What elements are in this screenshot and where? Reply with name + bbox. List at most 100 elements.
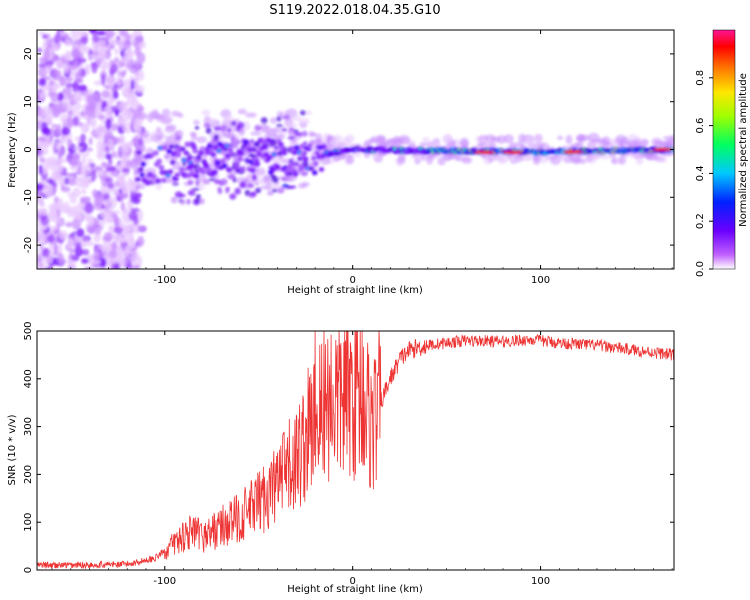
spectrogram-scatter-blob [255, 187, 262, 194]
spectrogram-noise-blob [110, 63, 118, 74]
spectrogram-halo-blob [575, 136, 584, 141]
spectrogram-noise-blob [38, 90, 44, 101]
spectrogram-halo-blob [370, 136, 382, 142]
spectrogram-noise-blob [68, 248, 77, 253]
spectrogram-noise-blob [72, 83, 80, 94]
spectrogram-halo-blob [142, 129, 150, 139]
spectrogram-noise-blob [60, 186, 71, 193]
colorbar-tick-label: 0.2 [695, 213, 706, 229]
spectrogram-ridge-outer [178, 166, 185, 173]
spectrogram-ridge-outer [208, 146, 215, 153]
spectrogram-scatter-blob [215, 180, 222, 184]
spectrogram-halo-blob [259, 124, 270, 133]
snr-y-tick-label: 200 [23, 465, 34, 484]
spectrogram-noise-blob [69, 161, 79, 167]
spectrogram-halo-blob [301, 181, 310, 187]
spectrogram-noise-blob [131, 250, 140, 262]
spectrogram-noise-blob [131, 98, 140, 111]
spectrogram-noise-blob [112, 91, 119, 100]
spectrogram-halo-blob [442, 134, 454, 145]
spectrogram-noise-blob [63, 63, 70, 74]
spectrogram-noise-blob [132, 30, 143, 38]
spectrogram-halo-blob [608, 152, 617, 159]
spectrogram-halo-blob [615, 134, 627, 143]
spectrogram-noise-blob [51, 182, 58, 187]
spectrogram-noise-blob [118, 78, 123, 84]
spectrogram-noise-blob [100, 185, 106, 196]
spectrogram-noise-blob [67, 175, 75, 180]
spectrogram-ridge-outer [262, 144, 269, 151]
spectrogram-noise-blob [50, 225, 57, 233]
spectrogram-scatter-blob [201, 179, 210, 185]
snr-y-tick-label: 500 [23, 321, 34, 340]
spectrogram-noise-blob [41, 34, 48, 40]
spectrogram-noise-blob [107, 207, 114, 212]
spectrogram-noise-blob [111, 263, 118, 269]
spectrogram-noise-blob [96, 152, 106, 160]
spectrogram-noise-blob [76, 210, 83, 222]
spectrogram-noise-blob [37, 265, 44, 269]
spectrogram-noise-blob [58, 230, 69, 240]
spectrogram-x-tick-label: 100 [531, 275, 550, 286]
spectrogram-y-tick-label: 0 [23, 146, 34, 152]
spectrogram-noise-blob [77, 84, 88, 92]
spectrogram-noise-blob [92, 44, 99, 52]
spectrogram-halo-blob [345, 155, 355, 165]
spectrogram-ridge-outer [155, 178, 162, 184]
spectrogram-noise-blob [129, 190, 135, 203]
spectrogram-halo-blob [522, 156, 533, 161]
spectrogram-scatter-blob [271, 188, 278, 193]
spectrogram-noise-blob [57, 162, 63, 174]
spectrogram-scatter-blob [273, 179, 278, 184]
spectrogram-noise-blob [64, 209, 75, 215]
spectrogram-halo-blob [156, 140, 165, 146]
spectrogram-ridge-outer [144, 179, 151, 186]
spectrogram-noise-blob [93, 243, 98, 254]
spectrogram-ridge-core [294, 145, 299, 149]
spectrogram-ridge-core [192, 145, 197, 149]
spectrogram-noise-blob [64, 51, 71, 61]
spectrogram-noise-blob [111, 241, 118, 251]
spectrogram-noise-blob [138, 41, 147, 49]
spectrogram-scatter-blob [249, 191, 257, 197]
spectrogram-halo-blob [364, 139, 373, 145]
spectrogram-y-tick-label: 10 [23, 95, 34, 108]
spectrogram-noise-blob [40, 214, 50, 226]
spectrogram-halo-blob [308, 131, 316, 138]
spectrogram-noise-blob [73, 146, 83, 151]
spectrogram-ridge-outer [160, 177, 167, 184]
spectrogram-scatter-blob [266, 190, 274, 196]
spectrogram-scatter-blob [234, 187, 242, 195]
spectrogram-noise-blob [95, 124, 106, 136]
spectrogram-noise-blob [104, 129, 114, 142]
spectrogram-ridge-outer [200, 169, 207, 175]
spectrogram-scatter-blob [193, 159, 201, 164]
spectrogram-noise-blob [41, 166, 49, 175]
spectrogram-halo-blob [619, 141, 626, 148]
spectrogram-ridge-outer [148, 153, 155, 159]
spectrogram-halo-blob [644, 152, 653, 160]
spectrogram-ridge-core [135, 177, 140, 181]
spectrogram-halo-blob [610, 158, 618, 165]
spectrogram-scatter-blob [189, 156, 196, 160]
spectrogram-halo-blob [518, 133, 526, 143]
spectrogram-halo-blob [480, 153, 490, 159]
spectrogram-x-tick-label: -100 [153, 275, 176, 286]
spectrogram-ridge-outer [288, 162, 295, 168]
spectrogram-noise-blob [58, 158, 68, 164]
spectrogram-scatter-blob [243, 177, 249, 183]
spectrogram-halo-blob [426, 155, 434, 165]
snr-x-tick-label: 100 [531, 576, 550, 587]
spectrogram-halo-blob [414, 157, 421, 165]
spectrogram-noise-blob [84, 202, 94, 214]
spectrogram-noise-blob [74, 177, 83, 182]
spectrogram-scatter-blob [247, 183, 254, 187]
spectrogram-scatter-blob [283, 114, 291, 120]
spectrogram-scatter-blob [293, 129, 299, 133]
spectrogram-ridge-core [392, 147, 397, 151]
spectrogram-y-tick-label: -20 [23, 237, 34, 253]
spectrogram-noise-blob [133, 119, 139, 131]
spectrogram-ridge-core [216, 149, 221, 153]
spectrogram-noise-blob [112, 186, 120, 197]
spectrogram-noise-blob [64, 222, 73, 227]
